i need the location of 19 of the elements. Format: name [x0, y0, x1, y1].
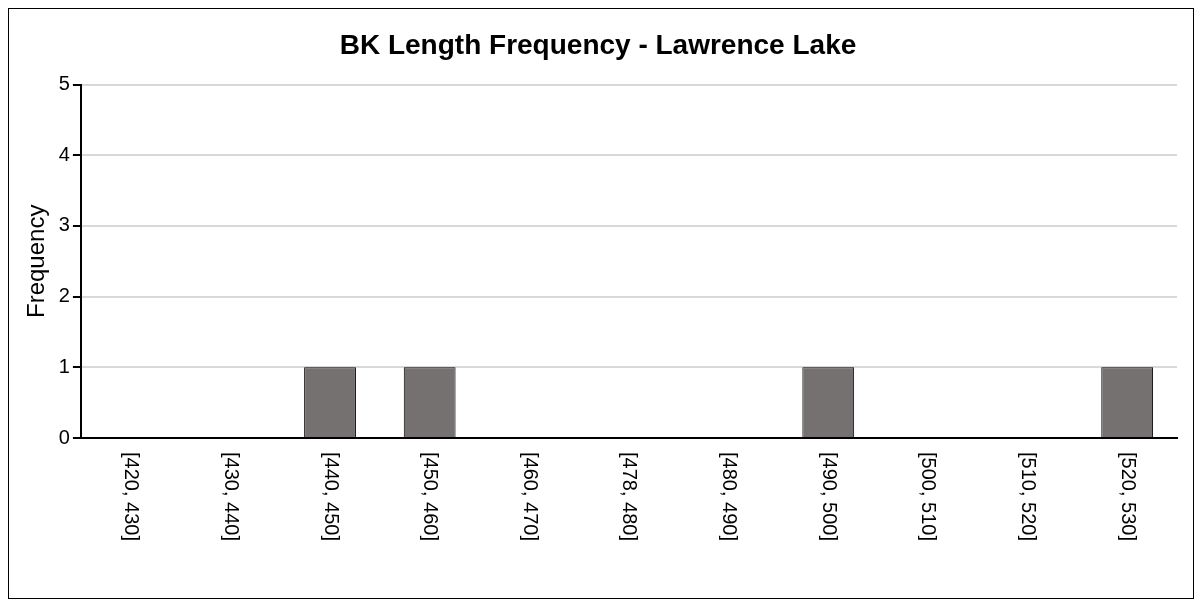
- x-tick-label: [478, 480]: [619, 452, 642, 541]
- x-tick-label: [430, 440]: [220, 452, 243, 541]
- y-axis-title: Frequency: [22, 204, 50, 318]
- x-tick-label: [450, 460]: [420, 452, 443, 541]
- y-tick-label: 2: [58, 284, 70, 307]
- x-tick-label: [500, 510]: [918, 452, 941, 541]
- x-tick-label: [440, 450]: [320, 452, 343, 541]
- y-tick-label: 5: [58, 72, 70, 95]
- x-tick-label: [460, 470]: [519, 452, 542, 541]
- y-tick-label: 1: [58, 354, 70, 377]
- x-tick-label: [480, 490]: [719, 452, 742, 541]
- x-tick-label: [520, 530]: [1117, 452, 1140, 541]
- x-tick-label: [510, 520]: [1018, 452, 1041, 541]
- y-tick-label: 3: [58, 213, 70, 236]
- y-tick-label: 4: [58, 142, 70, 165]
- y-tick-label: 0: [58, 425, 70, 448]
- x-tick-label: [490, 500]: [818, 452, 841, 541]
- chart-title: BK Length Frequency - Lawrence Lake: [339, 28, 857, 60]
- x-tick-label: [420, 430]: [121, 452, 144, 541]
